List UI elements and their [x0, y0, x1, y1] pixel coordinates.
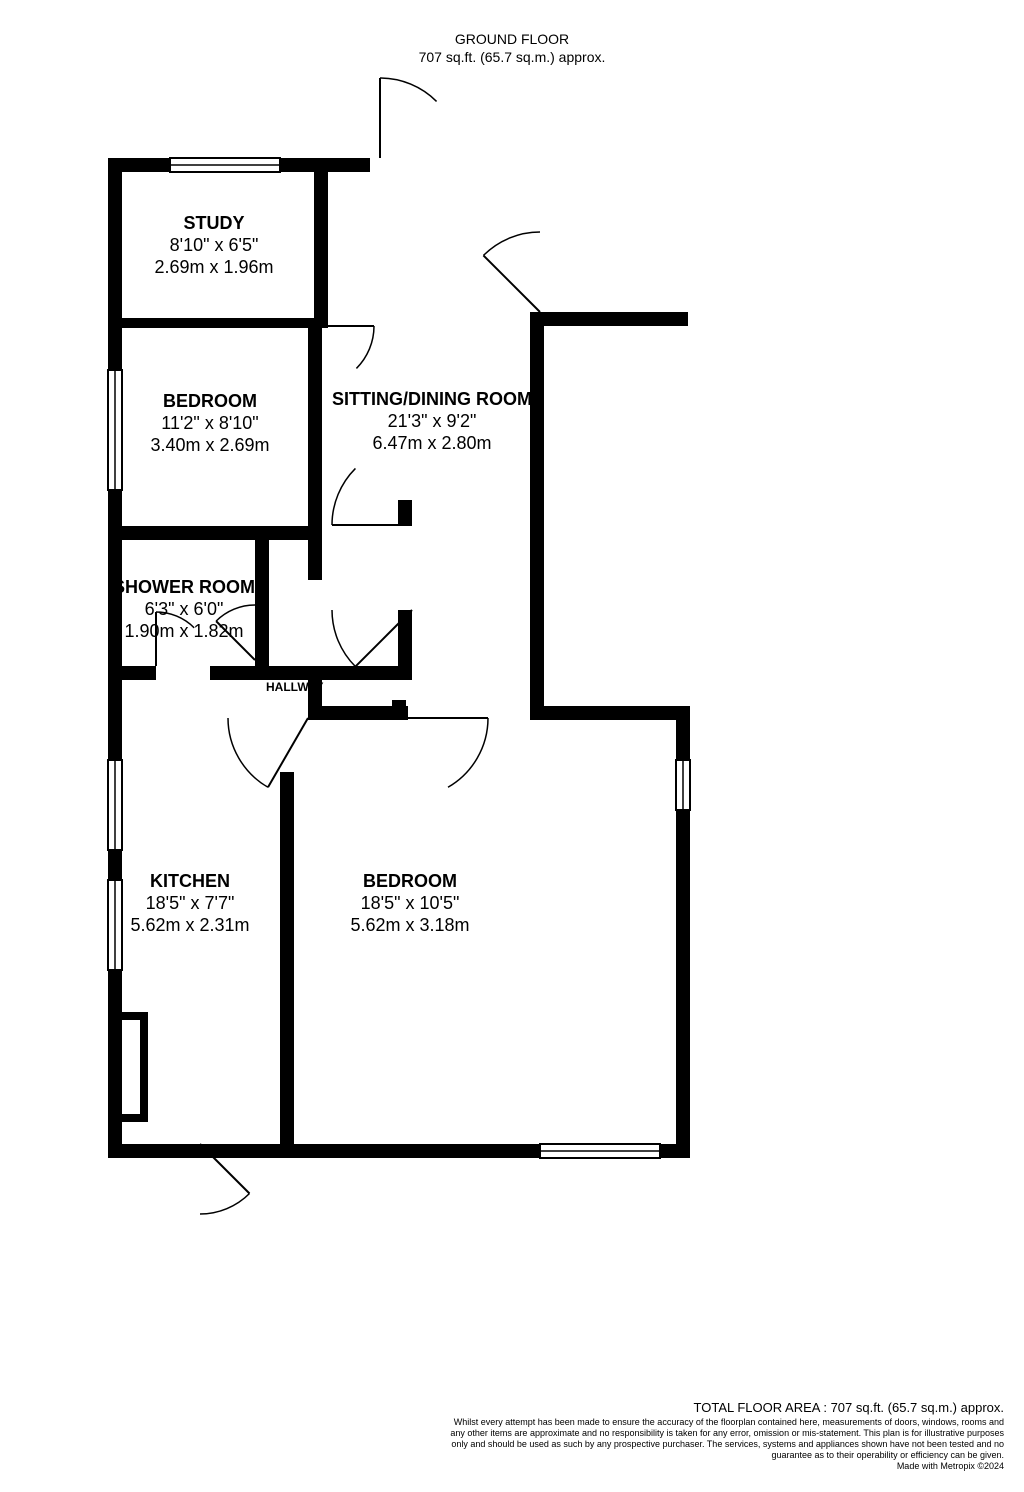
room-name: KITCHEN	[150, 871, 230, 891]
room-name: SHOWER ROOM	[113, 577, 255, 597]
room-label: BEDROOM18'5" x 10'5"5.62m x 3.18m	[290, 870, 530, 936]
room-dims-metric: 1.90m x 1.82m	[64, 620, 304, 642]
room-dims-metric: 2.69m x 1.96m	[94, 256, 334, 278]
room-dims-metric: 5.62m x 3.18m	[290, 914, 530, 936]
room-dims-imperial: 11'2" x 8'10"	[90, 412, 330, 434]
room-dims-imperial: 18'5" x 10'5"	[290, 892, 530, 914]
room-name: STUDY	[183, 213, 244, 233]
room-name: BEDROOM	[163, 391, 257, 411]
disclaimer: Whilst every attempt has been made to en…	[444, 1417, 1004, 1461]
room-label: KITCHEN18'5" x 7'7"5.62m x 2.31m	[70, 870, 310, 936]
credit: Made with Metropix ©2024	[444, 1461, 1004, 1472]
room-dims-imperial: 18'5" x 7'7"	[70, 892, 310, 914]
hallway-label: HALLWAY	[266, 680, 324, 694]
footer: TOTAL FLOOR AREA : 707 sq.ft. (65.7 sq.m…	[444, 1402, 1004, 1472]
floorplan-page: GROUND FLOOR 707 sq.ft. (65.7 sq.m.) app…	[0, 0, 1024, 1492]
room-dims-metric: 3.40m x 2.69m	[90, 434, 330, 456]
total-area: TOTAL FLOOR AREA : 707 sq.ft. (65.7 sq.m…	[444, 1402, 1004, 1413]
room-dims-imperial: 6'3" x 6'0"	[64, 598, 304, 620]
room-label: STUDY8'10" x 6'5"2.69m x 1.96m	[94, 212, 334, 278]
room-dims-metric: 5.62m x 2.31m	[70, 914, 310, 936]
room-name: BEDROOM	[363, 871, 457, 891]
room-dims-metric: 6.47m x 2.80m	[312, 432, 552, 454]
room-dims-imperial: 8'10" x 6'5"	[94, 234, 334, 256]
room-label: SHOWER ROOM6'3" x 6'0"1.90m x 1.82m	[64, 576, 304, 642]
room-label: BEDROOM11'2" x 8'10"3.40m x 2.69m	[90, 390, 330, 456]
room-dims-imperial: 21'3" x 9'2"	[312, 410, 552, 432]
room-label: SITTING/DINING ROOM21'3" x 9'2"6.47m x 2…	[312, 388, 552, 454]
room-name: SITTING/DINING ROOM	[332, 389, 532, 409]
